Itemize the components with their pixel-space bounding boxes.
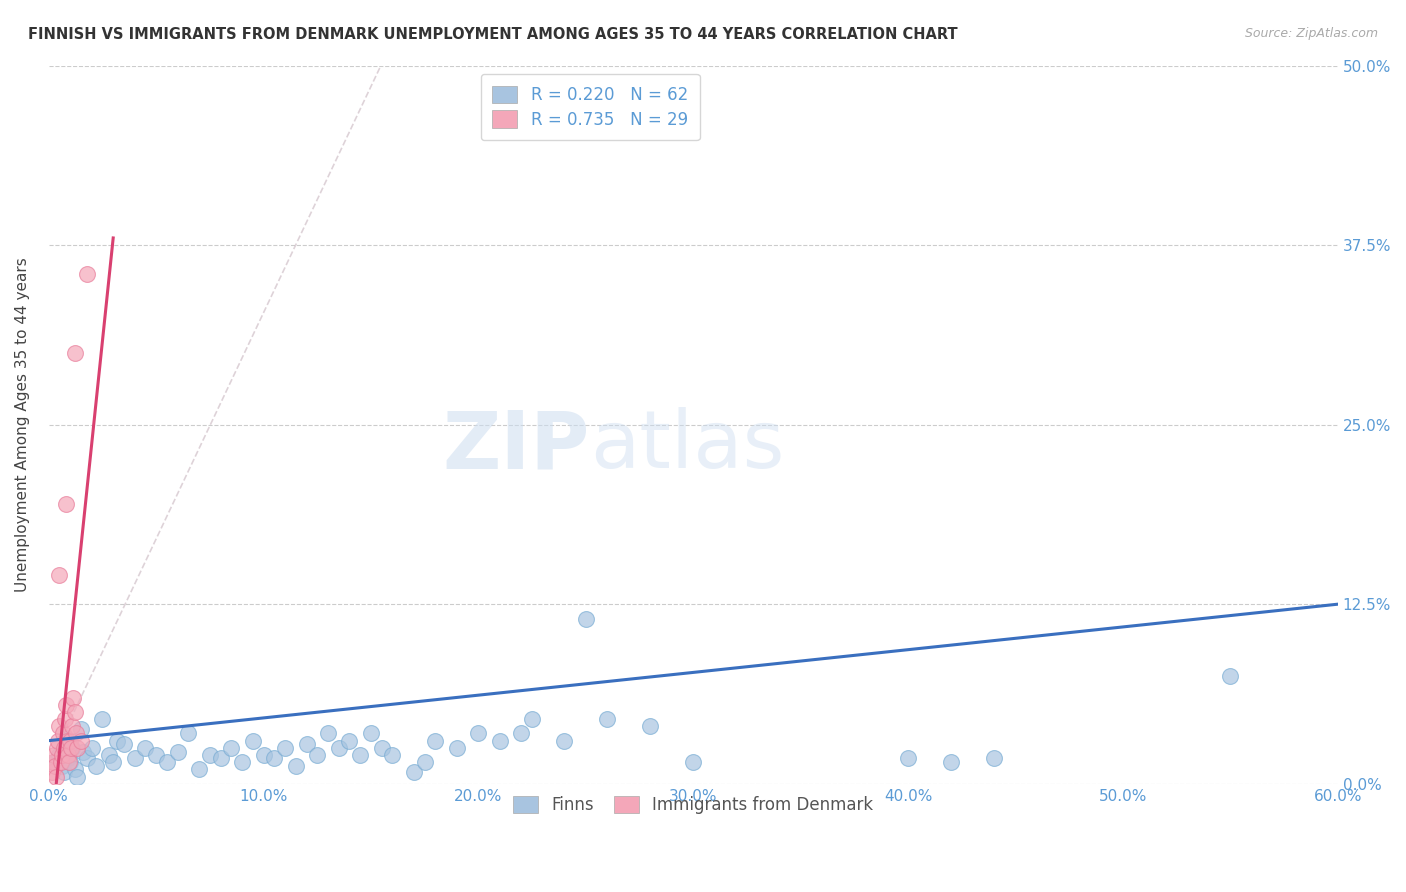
Point [91, 712, 114, 726]
Point [66, 770, 89, 784]
Point [63, 346, 86, 360]
Point [48, 733, 70, 747]
Point [76, 267, 98, 281]
Point [328, 740, 350, 755]
Point [65, 726, 87, 740]
Y-axis label: Unemployment Among Ages 35 to 44 years: Unemployment Among Ages 35 to 44 years [15, 257, 30, 592]
Point [51, 747, 73, 762]
Point [209, 751, 232, 765]
Point [425, 733, 447, 747]
Point [55, 698, 77, 712]
Point [52, 726, 75, 740]
Point [66, 740, 89, 755]
Point [45, 770, 67, 784]
Point [48, 568, 70, 582]
Point [48, 747, 70, 762]
Point [349, 747, 371, 762]
Point [46, 740, 69, 755]
Point [263, 751, 285, 765]
Point [107, 733, 129, 747]
Point [939, 755, 962, 769]
Point [58, 755, 80, 769]
Point [103, 755, 125, 769]
Point [70, 722, 93, 736]
Point [72, 745, 94, 759]
Point [252, 747, 274, 762]
Point [53, 712, 76, 726]
Point [638, 719, 661, 733]
Point [198, 747, 221, 762]
Point [62, 690, 84, 705]
Point [1219, 669, 1241, 683]
Point [42, 747, 65, 762]
Point [221, 740, 243, 755]
Point [70, 733, 93, 747]
Point [48, 719, 70, 733]
Point [156, 755, 179, 769]
Point [63, 763, 86, 777]
Point [56, 747, 79, 762]
Point [339, 733, 361, 747]
Point [467, 726, 489, 740]
Point [177, 726, 200, 740]
Point [84, 759, 107, 773]
Point [41, 765, 63, 780]
Point [52, 740, 75, 755]
Point [307, 747, 329, 762]
Point [295, 737, 318, 751]
Text: FINNISH VS IMMIGRANTS FROM DENMARK UNEMPLOYMENT AMONG AGES 35 TO 44 YEARS CORREL: FINNISH VS IMMIGRANTS FROM DENMARK UNEMP… [28, 27, 957, 42]
Legend: Finns, Immigrants from Denmark: Finns, Immigrants from Denmark [502, 784, 884, 826]
Point [124, 751, 146, 765]
Point [510, 726, 533, 740]
Point [242, 733, 264, 747]
Point [51, 759, 73, 773]
Point [60, 740, 83, 755]
Point [983, 751, 1005, 765]
Point [60, 719, 83, 733]
Point [284, 759, 307, 773]
Point [76, 751, 98, 765]
Point [166, 745, 188, 759]
Point [446, 740, 468, 755]
Point [274, 740, 297, 755]
Point [49, 755, 72, 769]
Point [56, 751, 79, 765]
Point [55, 731, 77, 745]
Point [134, 740, 156, 755]
Point [596, 712, 619, 726]
Point [402, 765, 425, 780]
Point [63, 705, 86, 719]
Point [231, 755, 253, 769]
Point [59, 755, 82, 769]
Point [381, 747, 404, 762]
Point [56, 733, 79, 747]
Text: Source: ZipAtlas.com: Source: ZipAtlas.com [1244, 27, 1378, 40]
Point [575, 611, 598, 625]
Point [60, 740, 83, 755]
Point [52, 765, 75, 780]
Point [44, 755, 66, 769]
Point [55, 497, 77, 511]
Text: atlas: atlas [591, 408, 785, 485]
Point [520, 712, 543, 726]
Point [489, 733, 512, 747]
Point [553, 733, 575, 747]
Point [188, 763, 211, 777]
Point [370, 740, 392, 755]
Text: ZIP: ZIP [443, 408, 591, 485]
Point [59, 733, 82, 747]
Point [42, 755, 65, 769]
Point [44, 759, 66, 773]
Point [316, 726, 339, 740]
Point [413, 755, 436, 769]
Point [360, 726, 382, 740]
Point [145, 747, 167, 762]
Point [80, 740, 103, 755]
Point [97, 747, 120, 762]
Point [897, 751, 920, 765]
Point [682, 755, 704, 769]
Point [112, 737, 135, 751]
